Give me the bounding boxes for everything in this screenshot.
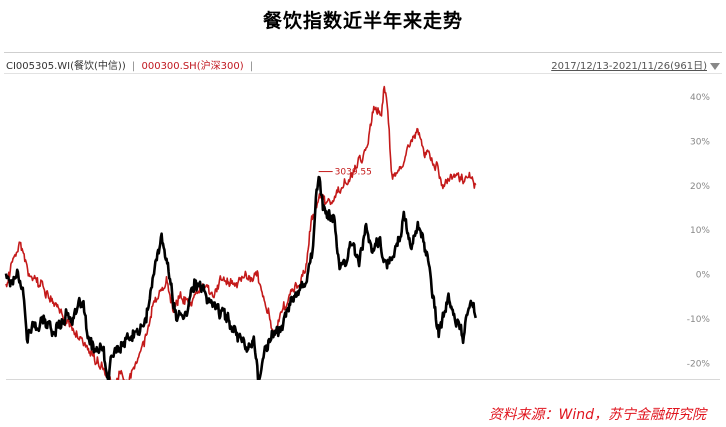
series-line-hs300 (5, 85, 477, 393)
legend: CI005305.WI(餐饮(中信)) | 000300.SH(沪深300) | (6, 57, 256, 72)
source-note: 资料来源：Wind，苏宁金融研究院 (488, 407, 707, 423)
legend-separator-1: | (249, 61, 254, 72)
y-tick-label: 20% (690, 182, 710, 192)
y-tick-label: 30% (690, 138, 710, 148)
y-tick-label: 40% (690, 93, 710, 103)
series-line-canyin (4, 175, 477, 390)
date-range-selector[interactable]: 2017/12/13-2021/11/26(961日) (551, 57, 720, 72)
chart-title: 餐饮指数近半年来走势 (262, 10, 463, 32)
y-tick-label: -10% (687, 315, 711, 325)
line-chart: 40%30%20%10%0%-10%-20%3039.551794.46 (4, 85, 720, 393)
chart-toolbar: CI005305.WI(餐饮(中信)) | 000300.SH(沪深300) |… (4, 52, 722, 74)
plot-area: 40%30%20%10%0%-10%-20%3039.551794.46 (4, 74, 722, 393)
legend-separator-0: | (131, 61, 136, 72)
y-tick-label: 10% (690, 226, 710, 236)
high-point-label: 3039.55 (335, 168, 372, 178)
legend-series-1[interactable]: 000300.SH(沪深300) (141, 61, 244, 72)
y-tick-label: -20% (687, 359, 711, 369)
legend-series-0[interactable]: CI005305.WI(餐饮(中信)) (6, 61, 126, 72)
dropdown-arrow-icon[interactable] (710, 62, 720, 70)
date-range-label: 2017/12/13-2021/11/26(961日) (551, 61, 707, 72)
y-tick-label: 0% (696, 271, 711, 281)
